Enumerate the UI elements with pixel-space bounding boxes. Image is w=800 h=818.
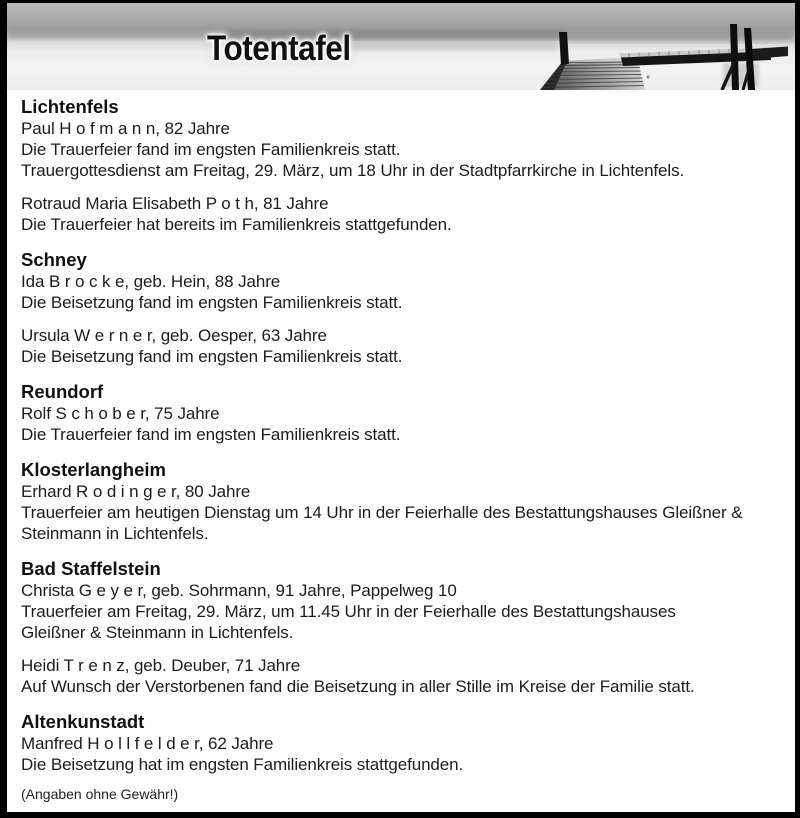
town-heading: Schney <box>21 249 87 270</box>
dock-post-right-1 <box>730 24 739 90</box>
obituary-line: Erhard R o d i n g e r, 80 Jahre <box>21 482 251 501</box>
town-section: Bad Staffelstein Christa G e y e r, geb. … <box>21 558 781 697</box>
town-heading: Lichtenfels <box>21 96 119 117</box>
dock-post-right-2 <box>744 28 755 90</box>
buoy-dot <box>646 75 650 79</box>
obituary-line: Manfred H o l l f e l d e r, 62 Jahre <box>21 734 274 753</box>
obituary-line: Gleißner & Steinmann in Lichtenfels. <box>21 623 294 642</box>
obituary-line: Rotraud Maria Elisabeth P o t h, 81 Jahr… <box>21 194 329 213</box>
obituary-line: Trauerfeier am Freitag, 29. März, um 11.… <box>21 602 676 621</box>
obituary-line: Ursula W e r n e r, geb. Oesper, 63 Jahr… <box>21 326 327 345</box>
town-section: Altenkunstadt Manfred H o l l f e l d e r… <box>21 711 781 775</box>
obituary-line: Die Beisetzung hat im engsten Familienkr… <box>21 755 464 774</box>
town-heading: Reundorf <box>21 381 104 402</box>
obituary-entry: Ida B r o c k e, geb. Hein, 88 Jahre Die … <box>21 271 781 313</box>
town-section: Reundorf Rolf S c h o b e r, 75 Jahre Die … <box>21 381 781 445</box>
disclaimer-note: (Angaben ohne Gewähr!) <box>21 786 179 802</box>
obituary-entry: Ursula W e r n e r, geb. Oesper, 63 Jahr… <box>21 325 781 367</box>
obituary-line: Die Beisetzung fand im engsten Familienk… <box>21 293 403 312</box>
obituary-line: Die Trauerfeier fand im engsten Familien… <box>21 425 401 444</box>
obituary-line: Heidi T r e n z, geb. Deuber, 71 Jahre <box>21 656 301 675</box>
town-section: Lichtenfels Paul H o f m a n n, 82 Jahre D… <box>21 96 781 235</box>
town-heading: Bad Staffelstein <box>21 558 161 579</box>
town-heading: Klosterlangheim <box>21 459 166 480</box>
obituary-line: Die Trauerfeier fand im engsten Familien… <box>21 140 401 159</box>
obituary-entry: Heidi T r e n z, geb. Deuber, 71 Jahre Au… <box>21 655 781 697</box>
town-section: Klosterlangheim Erhard R o d i n g e r, 8… <box>21 459 781 544</box>
obituary-line: Trauergottesdienst am Freitag, 29. März,… <box>21 161 685 180</box>
obituary-line: Ida B r o c k e, geb. Hein, 88 Jahre <box>21 272 281 291</box>
lake-dock-photo <box>7 3 795 90</box>
obituary-sections: Lichtenfels Paul H o f m a n n, 82 Jahre D… <box>7 90 795 775</box>
town-heading: Altenkunstadt <box>21 711 145 732</box>
obituary-line: Die Beisetzung fand im engsten Familienk… <box>21 347 403 366</box>
obituary-entry: Rolf S c h o b e r, 75 Jahre Die Trauerfe… <box>21 403 781 445</box>
obituary-entry: Manfred H o l l f e l d e r, 62 Jahre Die… <box>21 733 781 775</box>
town-section: Schney Ida B r o c k e, geb. Hein, 88 Jah… <box>21 249 781 367</box>
obituary-line: Rolf S c h o b e r, 75 Jahre <box>21 404 220 423</box>
obituary-entry: Erhard R o d i n g e r, 80 Jahre Trauerfe… <box>21 481 781 544</box>
obituary-line: Auf Wunsch der Verstorbenen fand die Bei… <box>21 677 695 696</box>
obituary-entry: Rotraud Maria Elisabeth P o t h, 81 Jahr… <box>21 193 781 235</box>
obituary-line: Paul H o f m a n n, 82 Jahre <box>21 119 230 138</box>
obituary-entry: Christa G e y e r, geb. Sohrmann, 91 Jah… <box>21 580 781 643</box>
obituary-line: Steinmann in Lichtenfels. <box>21 524 209 543</box>
dock-post-left <box>559 32 569 65</box>
obituary-page: Totentafel Lichtenfels Paul H o f m a n n… <box>7 3 795 812</box>
obituary-line: Christa G e y e r, geb. Sohrmann, 91 Jah… <box>21 581 457 600</box>
obituary-line: Trauerfeier am heutigen Dienstag um 14 U… <box>21 503 743 522</box>
obituary-line: Die Trauerfeier hat bereits im Familienk… <box>21 215 452 234</box>
page-title: Totentafel <box>207 29 351 68</box>
header-photo: Totentafel <box>7 3 795 90</box>
obituary-entry: Paul H o f m a n n, 82 Jahre Die Trauerfe… <box>21 118 781 181</box>
